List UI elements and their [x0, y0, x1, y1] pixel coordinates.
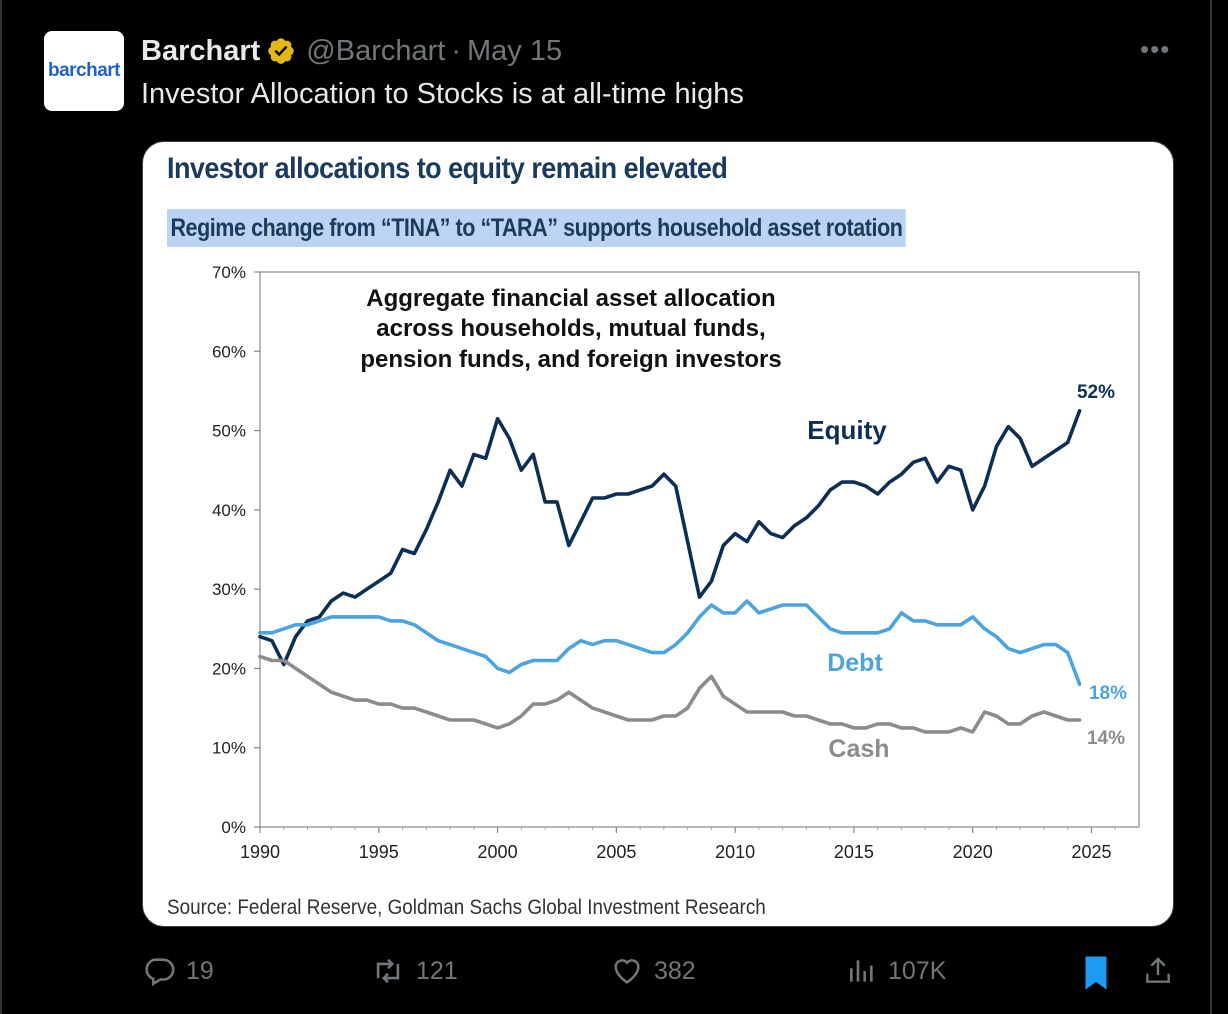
post-date[interactable]: May 15 — [467, 34, 563, 67]
tweet-header: Barchart @Barchart · May 15 — [141, 33, 562, 69]
action-bar: 19 121 382 107K — [0, 948, 1228, 1004]
handle[interactable]: @Barchart — [306, 34, 446, 67]
timeline-border-right — [1210, 0, 1212, 1014]
timeline-border-left — [0, 0, 2, 1014]
retweet-button[interactable]: 121 — [370, 954, 458, 988]
series-end-label-debt: 18% — [1089, 683, 1127, 704]
series-label-equity: Equity — [807, 415, 887, 445]
y-tick-label: 30% — [212, 580, 246, 599]
reply-button[interactable]: 19 — [142, 954, 214, 988]
y-tick-label: 0% — [221, 818, 246, 837]
more-options-icon[interactable]: ••• — [1140, 34, 1171, 64]
x-tick-label: 2025 — [1071, 842, 1111, 862]
series-line-cash — [258, 654, 1082, 734]
reply-count: 19 — [186, 956, 214, 985]
x-tick-label: 2015 — [834, 842, 874, 862]
chart-annotation-line: Aggregate financial asset allocation — [366, 285, 775, 312]
tweet-text: Investor Allocation to Stocks is at all-… — [141, 78, 744, 110]
series-end-label-equity: 52% — [1077, 382, 1115, 403]
series-line-debt — [258, 599, 1082, 687]
retweet-count: 121 — [416, 956, 458, 985]
avatar[interactable]: barchart — [44, 31, 124, 111]
like-count: 382 — [654, 956, 696, 985]
separator-dot: · — [451, 34, 461, 67]
media-card[interactable]: Investor allocations to equity remain el… — [142, 141, 1174, 927]
series-label-cash: Cash — [828, 735, 889, 763]
series-label-debt: Debt — [827, 649, 883, 677]
reply-icon — [145, 958, 175, 987]
bookmark-button[interactable] — [1081, 955, 1121, 991]
y-tick-label: 20% — [212, 659, 246, 678]
views-count: 107K — [888, 956, 947, 985]
display-name[interactable]: Barchart — [141, 34, 261, 67]
y-tick-label: 70% — [212, 263, 246, 282]
line-chart: Aggregate financial asset allocation acro… — [212, 263, 1140, 862]
y-tick-label: 40% — [212, 501, 246, 520]
retweet-icon — [376, 958, 400, 984]
views-button[interactable]: 107K — [846, 954, 946, 988]
x-tick-label: 2005 — [596, 842, 636, 862]
verified-badge-icon — [268, 38, 295, 64]
chart-subtitle: Regime change from “TINA” to “TARA” supp… — [167, 209, 906, 247]
heart-icon — [614, 959, 640, 984]
x-tick-label: 2010 — [715, 842, 755, 862]
series-end-label-cash: 14% — [1087, 728, 1125, 749]
avatar-logo-text: barchart — [47, 60, 121, 81]
x-tick-label: 1995 — [359, 842, 399, 862]
views-bar-chart-icon — [850, 960, 873, 982]
chart-annotation-line: pension funds, and foreign investors — [360, 346, 781, 373]
chart-title: Investor allocations to equity remain el… — [167, 152, 728, 185]
y-tick-label: 50% — [212, 422, 246, 441]
x-tick-label: 2000 — [478, 842, 518, 862]
like-button[interactable]: 382 — [610, 954, 696, 988]
x-tick-label: 1990 — [240, 842, 280, 862]
chart-annotation-line: across households, mutual funds, — [376, 315, 765, 342]
plot-frame — [259, 271, 1140, 828]
bookmark-icon — [1085, 956, 1107, 990]
x-tick-label: 2020 — [953, 842, 993, 862]
share-icon — [1146, 957, 1170, 983]
chart-source: Source: Federal Reserve, Goldman Sachs G… — [167, 896, 766, 919]
y-tick-label: 10% — [212, 739, 246, 758]
y-tick-label: 60% — [212, 342, 246, 361]
series-line-equity — [258, 408, 1082, 667]
share-button[interactable] — [1142, 954, 1184, 988]
